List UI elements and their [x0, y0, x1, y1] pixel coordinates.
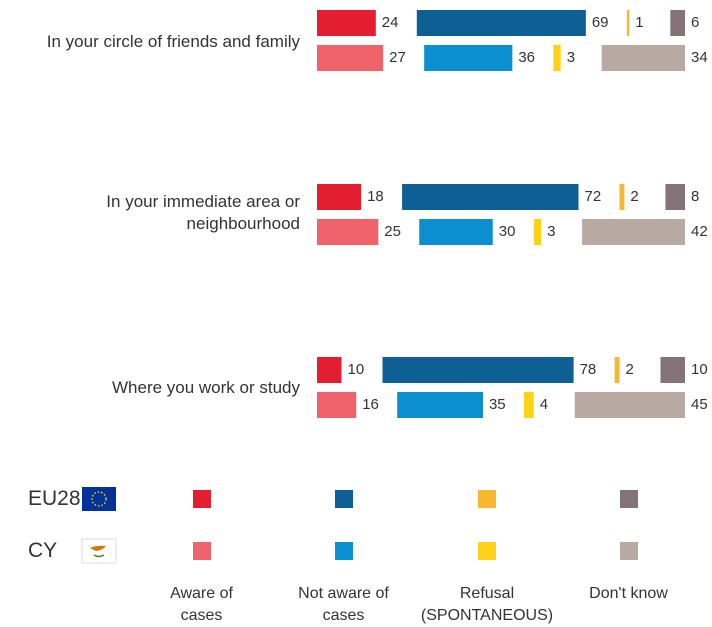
category-label: Where you work or study — [111, 378, 300, 397]
value-label: 30 — [499, 223, 516, 240]
bar-segment — [601, 45, 685, 71]
value-label: 3 — [547, 223, 555, 240]
legend-swatch — [335, 490, 353, 508]
bar-segment — [574, 392, 685, 418]
legend-label: Aware of cases — [170, 585, 233, 624]
value-label: 1 — [635, 14, 643, 31]
value-label: 10 — [348, 361, 365, 378]
value-label: 10 — [691, 361, 708, 378]
value-label: 42 — [691, 223, 708, 240]
bar-segment — [533, 219, 542, 245]
legend-label: Refusal (SPONTANEOUS) — [420, 585, 554, 624]
legend-row-label: EU28 — [28, 487, 81, 510]
value-label: 16 — [362, 396, 379, 413]
bar-segment — [614, 357, 620, 383]
category-label: In your circle of friends and family — [46, 32, 300, 51]
bar-segment — [660, 357, 685, 383]
value-label: 2 — [626, 361, 634, 378]
bar-segment — [397, 392, 483, 418]
bar-segment — [670, 10, 685, 36]
bar-segment — [317, 219, 379, 245]
bar-segment — [619, 184, 625, 210]
value-label: 27 — [389, 49, 406, 66]
legend-swatch — [620, 490, 638, 508]
bar-segment — [317, 10, 376, 36]
bar-segment — [382, 357, 574, 383]
legend-row-label: CY — [28, 539, 58, 562]
legend-swatch — [478, 490, 496, 508]
value-label: 24 — [382, 14, 399, 31]
bar-segment — [402, 184, 579, 210]
value-label: 2 — [630, 188, 638, 205]
legend-label: Don't know — [589, 585, 668, 602]
legend-swatch — [193, 542, 211, 560]
bar-segment — [523, 392, 534, 418]
legend-label: Not aware of cases — [298, 585, 389, 624]
bar-segment — [582, 219, 685, 245]
value-label: 18 — [367, 188, 384, 205]
value-label: 6 — [691, 14, 699, 31]
bar-segment — [416, 10, 586, 36]
value-label: 35 — [489, 396, 506, 413]
eu-flag — [82, 487, 116, 511]
legend-swatch — [193, 490, 211, 508]
legend-swatch — [335, 542, 353, 560]
cy-flag — [81, 538, 117, 564]
value-label: 69 — [592, 14, 609, 31]
legend-swatch — [620, 542, 638, 560]
bar-segment — [626, 10, 630, 36]
value-label: 25 — [384, 223, 401, 240]
bar-segment — [424, 45, 513, 71]
bar-segment — [317, 357, 342, 383]
bar-segment — [665, 184, 685, 210]
value-label: 34 — [691, 49, 708, 66]
value-label: 72 — [585, 188, 602, 205]
category-label: In your immediate area or neighbourhood — [106, 192, 300, 233]
value-label: 45 — [691, 396, 708, 413]
legend-swatch — [478, 542, 496, 560]
value-label: 36 — [518, 49, 535, 66]
bar-segment — [419, 219, 493, 245]
bar-segment — [317, 392, 357, 418]
bar-segment — [317, 45, 384, 71]
bar-segment — [317, 184, 362, 210]
value-label: 8 — [691, 188, 699, 205]
value-label: 4 — [540, 396, 548, 413]
bar-segment — [553, 45, 561, 71]
value-label: 78 — [580, 361, 597, 378]
value-label: 3 — [567, 49, 575, 66]
